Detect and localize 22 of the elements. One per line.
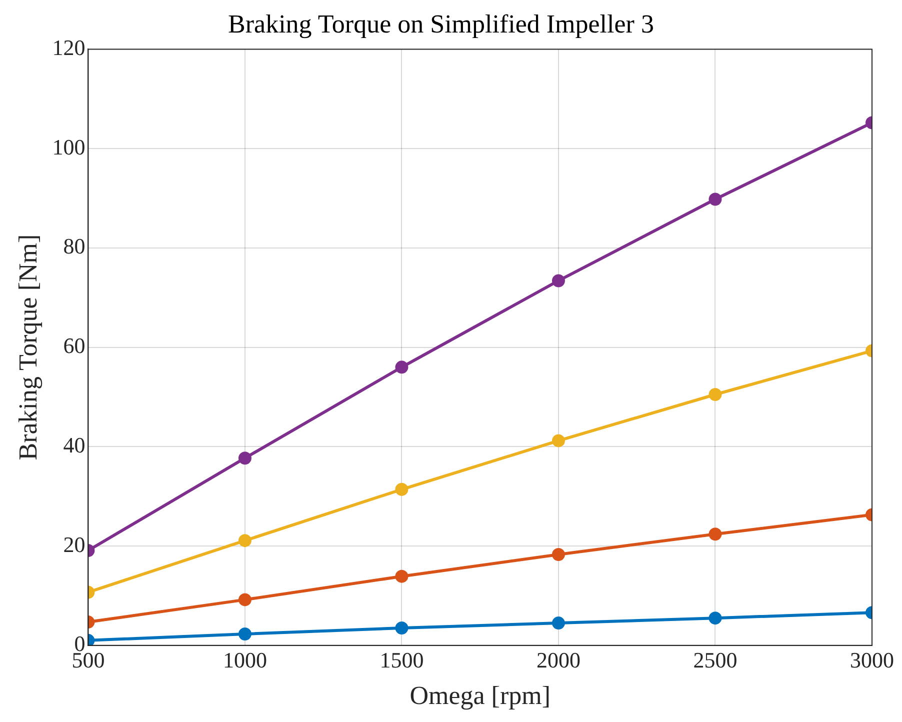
point	[395, 570, 408, 583]
y-tick-label: 100	[52, 134, 86, 160]
x-tick-label: 3000	[850, 647, 894, 672]
y-tick-label: 20	[63, 532, 86, 557]
y-tick-label: 120	[52, 34, 86, 60]
point	[395, 360, 408, 374]
chart-title: Braking Torque on Simplified Impeller 3	[228, 9, 654, 38]
point	[552, 548, 565, 561]
point	[552, 434, 565, 448]
y-tick-label: 80	[63, 234, 86, 259]
y-axis-title: Braking Torque [Nm]	[13, 234, 42, 460]
x-axis-title: Omega [rpm]	[410, 681, 550, 710]
point	[552, 616, 565, 630]
point	[552, 274, 565, 288]
point	[395, 482, 408, 496]
y-tick-label: 40	[63, 432, 86, 458]
x-tick-label: 1500	[380, 647, 424, 672]
y-tick-label: 60	[63, 333, 86, 358]
x-tick-label: 2500	[693, 647, 738, 672]
point	[395, 622, 408, 635]
x-tick-label: 1000	[222, 647, 267, 672]
x-tick-label: 2000	[536, 647, 580, 672]
